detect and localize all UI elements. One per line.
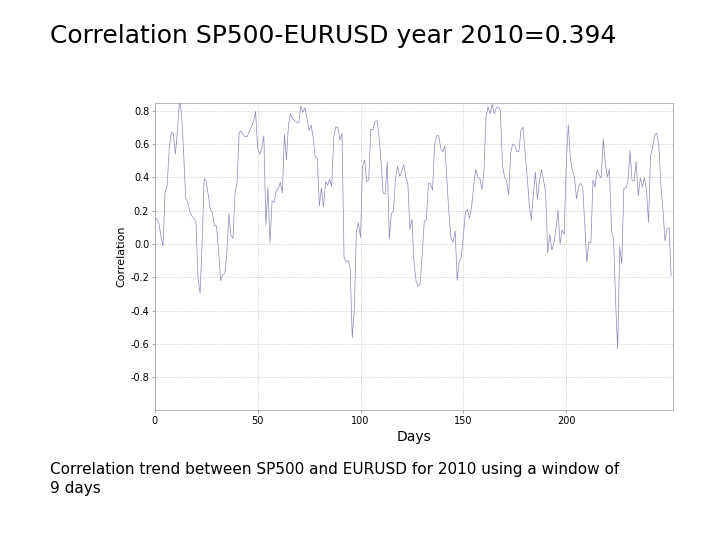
Y-axis label: Correlation: Correlation [116, 226, 126, 287]
Text: Correlation trend between SP500 and EURUSD for 2010 using a window of
9 days: Correlation trend between SP500 and EURU… [50, 462, 620, 496]
X-axis label: Days: Days [397, 430, 431, 444]
Text: Correlation SP500-EURUSD year 2010=0.394: Correlation SP500-EURUSD year 2010=0.394 [50, 24, 617, 48]
